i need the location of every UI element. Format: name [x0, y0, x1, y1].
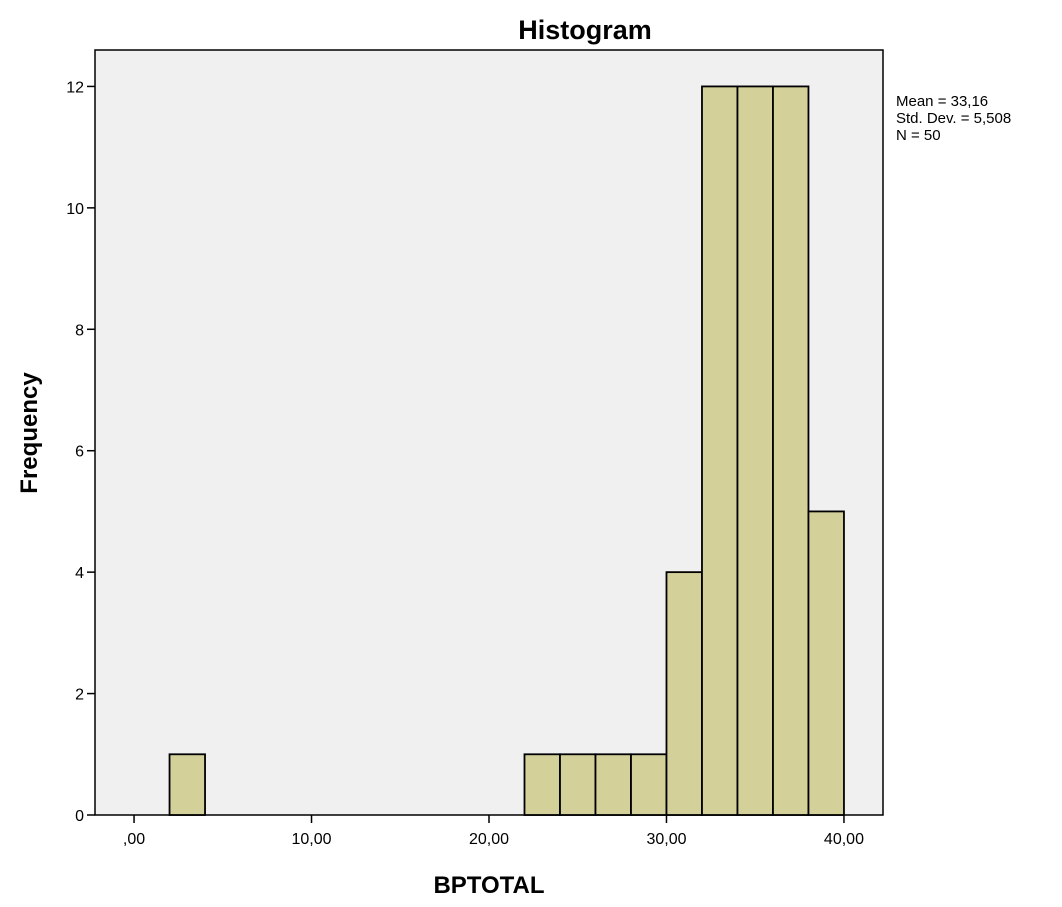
x-tick-label: 40,00: [824, 831, 864, 848]
y-tick-label: 2: [75, 687, 84, 704]
x-axis-title: BPTOTAL: [433, 872, 544, 899]
y-tick-label: 6: [75, 444, 84, 461]
y-tick-label: 12: [66, 79, 84, 96]
bars-group: [168, 85, 845, 816]
histogram-bar: [807, 510, 845, 816]
stat-std-dev: Std. Dev. = 5,508: [896, 110, 1011, 127]
histogram-bar: [523, 753, 561, 816]
summary-stats: Mean = 33,16 Std. Dev. = 5,508 N = 50: [896, 93, 1011, 144]
histogram-bar: [168, 753, 206, 816]
stat-n: N = 50: [896, 127, 941, 144]
x-tick-label: 20,00: [469, 831, 509, 848]
y-tick-label: 10: [66, 201, 84, 218]
axes-group: 0 2 4 6 8 10 12 ,00 10,00 20,00 30,00 40,00: [66, 79, 864, 848]
histogram-bar: [630, 753, 668, 816]
x-tick-label: 10,00: [291, 831, 331, 848]
histogram-bar: [772, 85, 810, 816]
x-tick-label: ,00: [123, 831, 145, 848]
y-tick-label: 0: [75, 808, 84, 825]
y-tick-label: 4: [75, 565, 84, 582]
histogram-bar: [665, 571, 703, 816]
histogram-bar: [559, 753, 597, 816]
stat-mean: Mean = 33,16: [896, 93, 988, 110]
y-tick-label: 8: [75, 322, 84, 339]
histogram-bar: [701, 85, 739, 816]
y-axis-title: Frequency: [16, 372, 43, 494]
x-tick-label: 30,00: [646, 831, 686, 848]
histogram-bar: [736, 85, 774, 816]
chart-title: Histogram: [518, 15, 652, 45]
histogram-bar: [594, 753, 632, 816]
